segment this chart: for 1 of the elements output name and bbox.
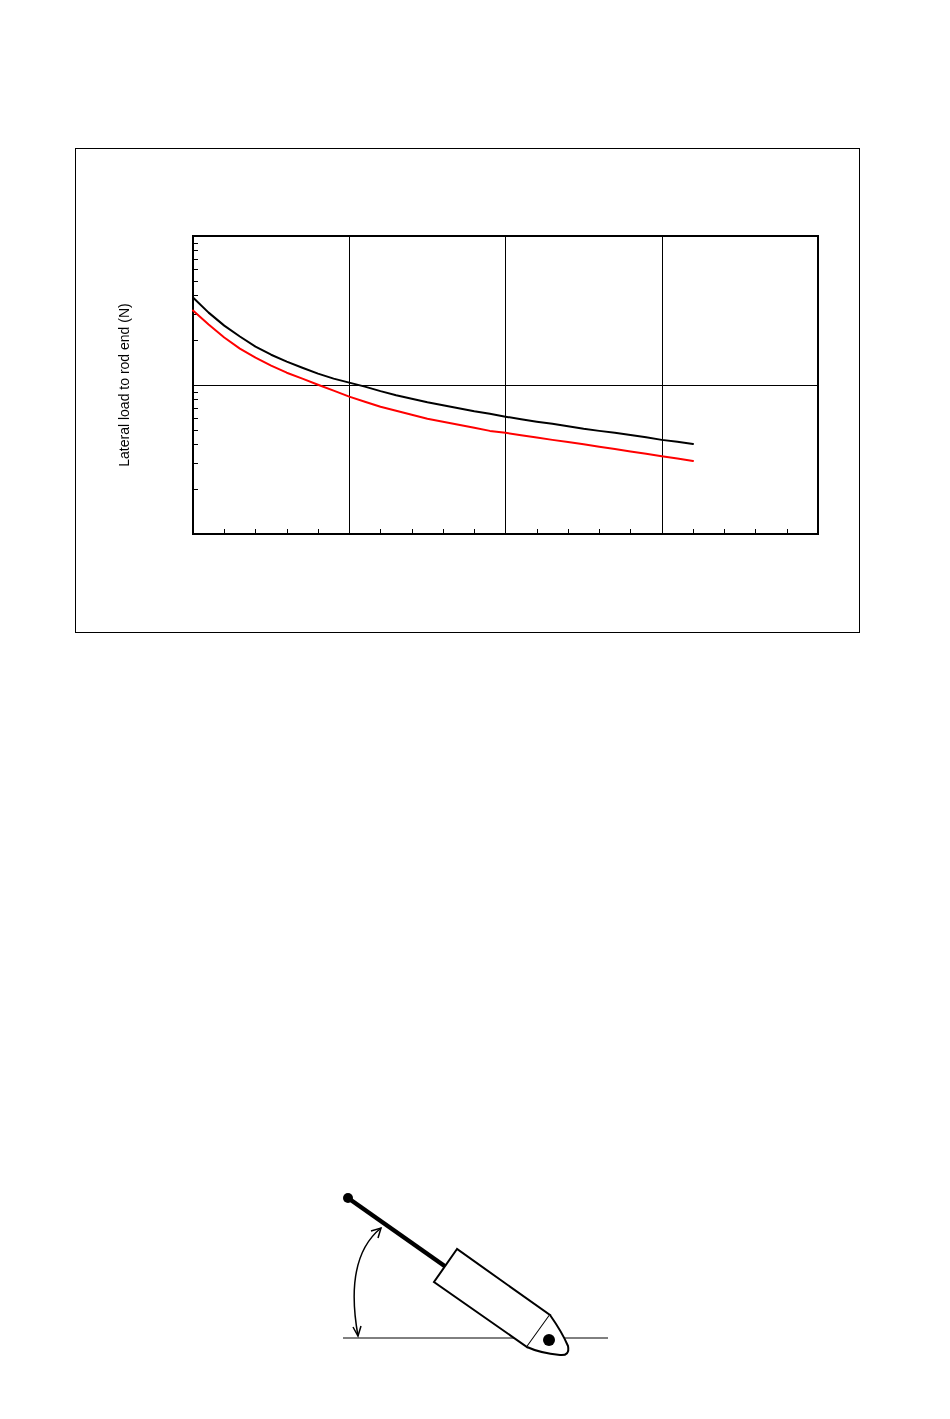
y-axis-title: Lateral load to rod end (N): [116, 303, 132, 467]
